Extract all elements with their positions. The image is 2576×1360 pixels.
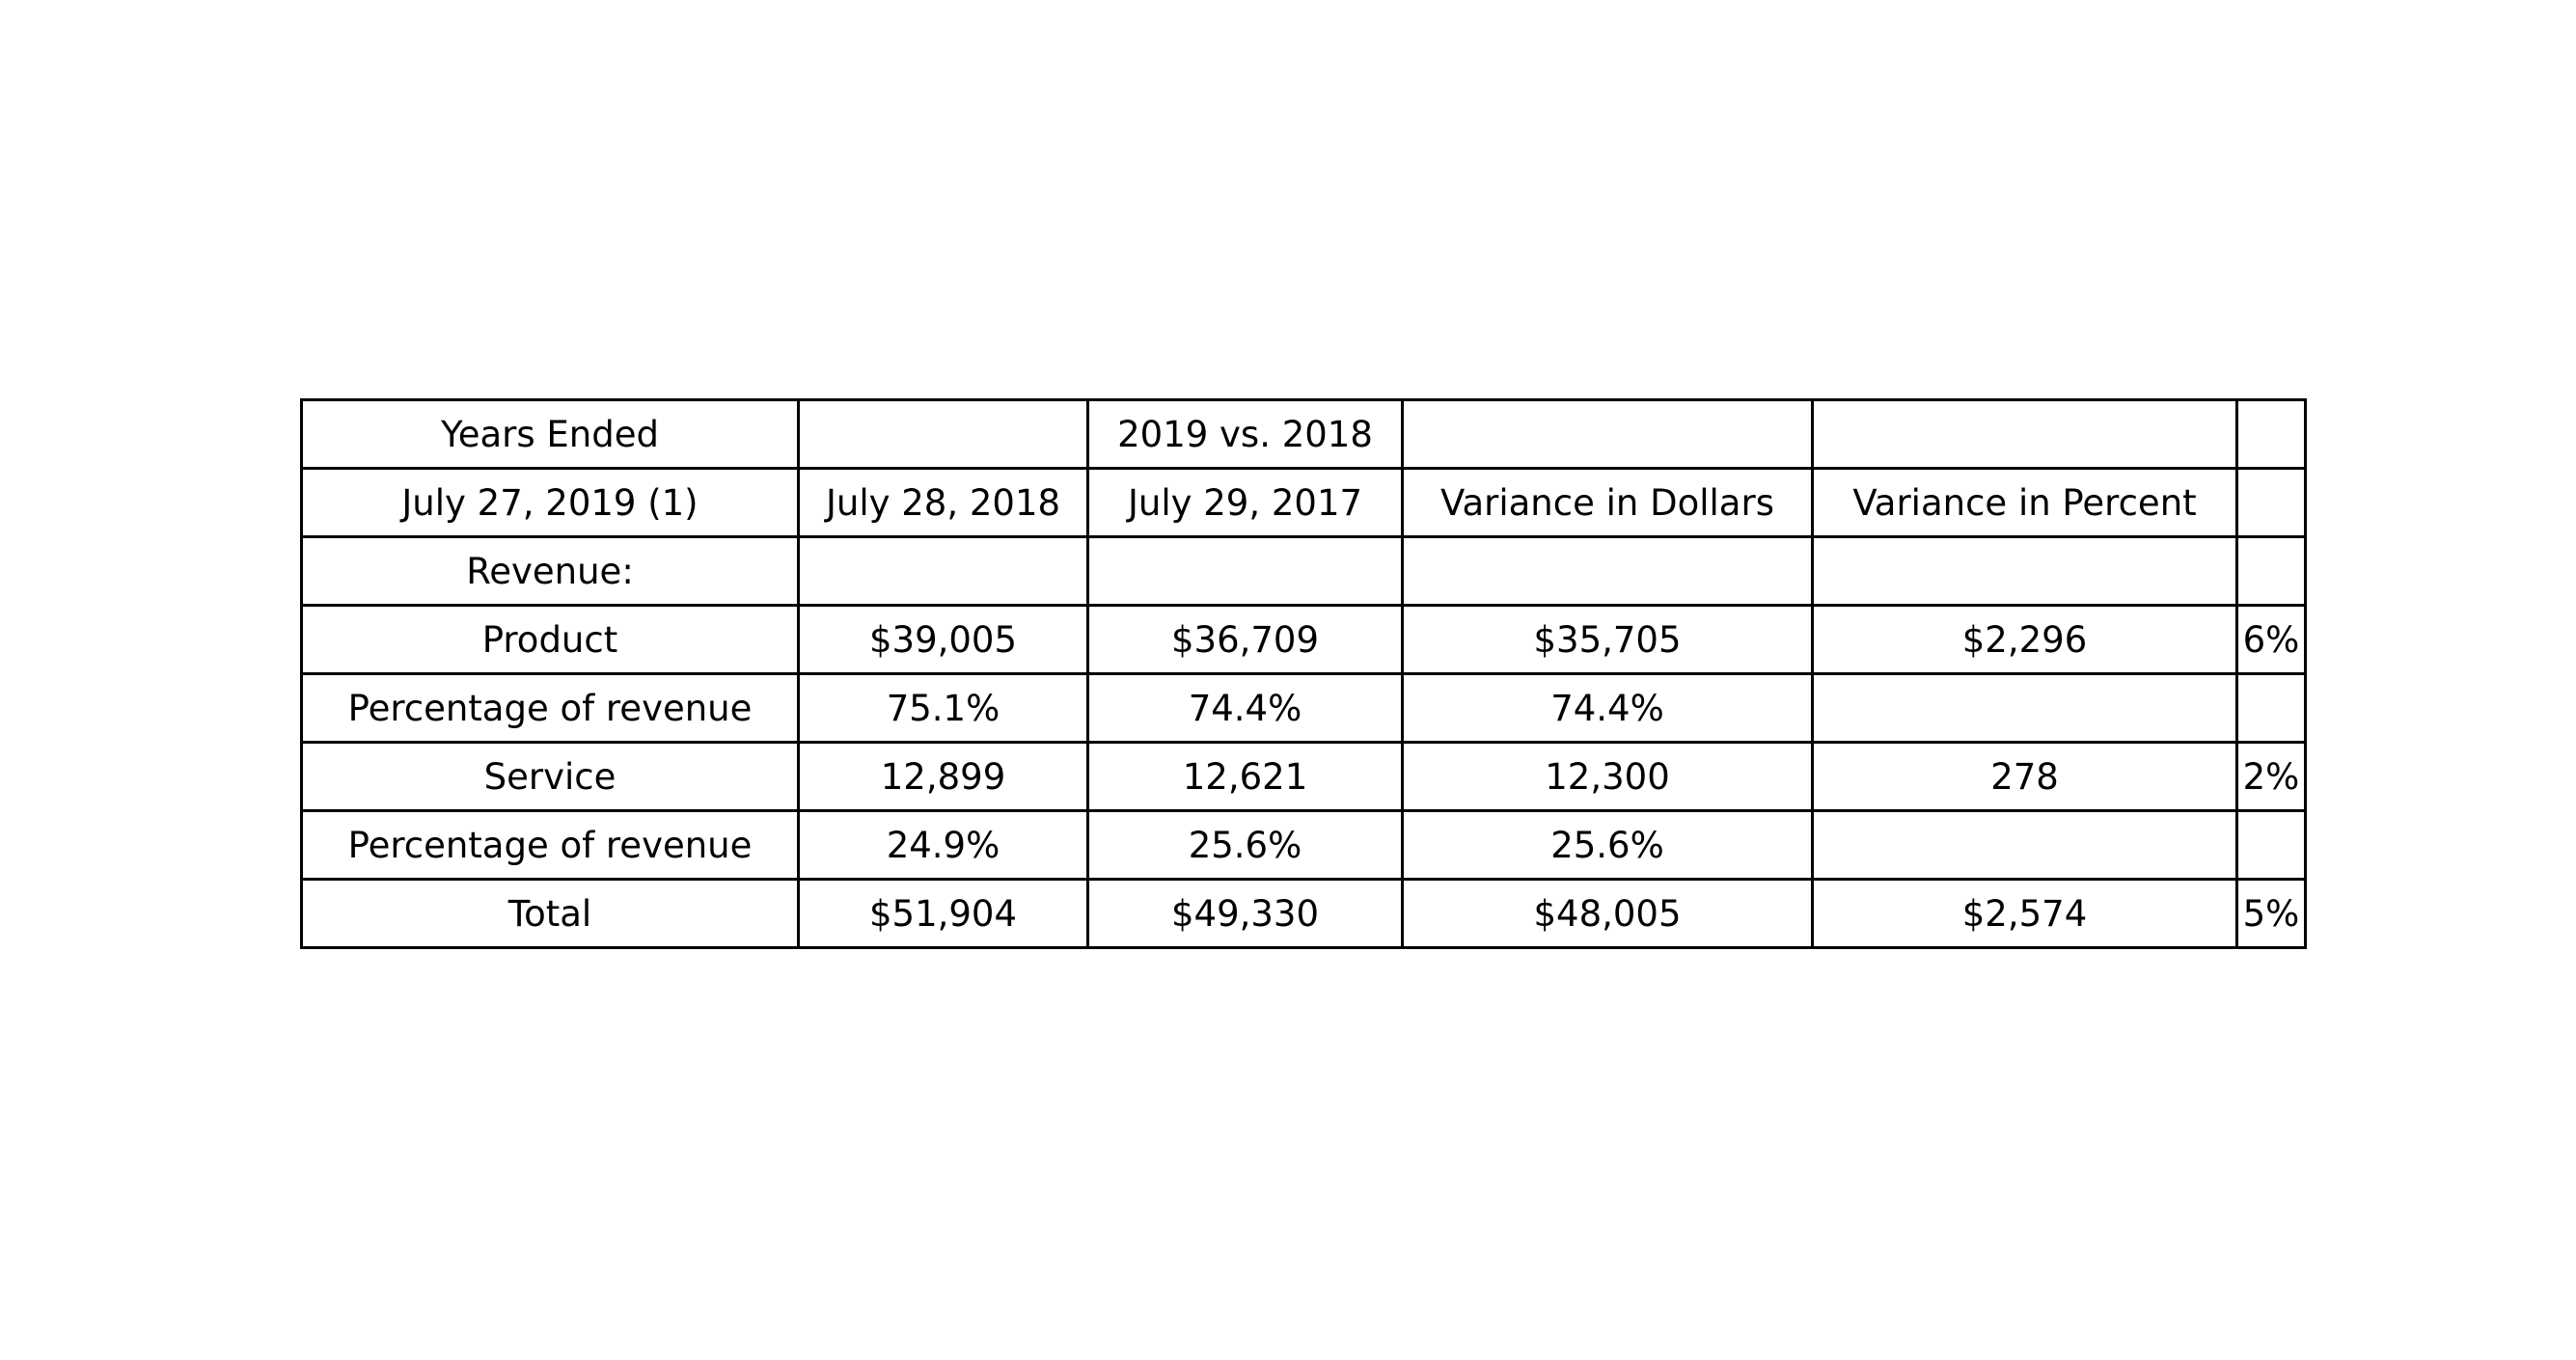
table-row: Total $51,904 $49,330 $48,005 $2,574 5% [300,878,2307,949]
table-cell [2235,398,2307,470]
table-cell: 12,300 [1401,741,1814,812]
table-cell: $48,005 [1401,878,1814,949]
table-cell: Variance in Percent [1811,467,2238,538]
table-body: Years Ended 2019 vs. 2018 July 27, 2019 (1… [300,398,2307,949]
table-cell [1811,535,2238,607]
table-row: Percentage of revenue 75.1% 74.4% 74.4% [300,672,2307,744]
table-cell: $36,709 [1086,604,1404,675]
table-cell: $2,296 [1811,604,2238,675]
table-cell: 12,621 [1086,741,1404,812]
table-cell [1811,398,2238,470]
table-cell: 278 [1811,741,2238,812]
table-cell: 25.6% [1401,809,1814,881]
table-cell: Variance in Dollars [1401,467,1814,538]
table-cell [1086,535,1404,607]
table-cell: Years Ended [300,398,800,470]
table-cell: July 28, 2018 [797,467,1089,538]
table-row: Revenue: [300,535,2307,607]
table-cell: $2,574 [1811,878,2238,949]
table-cell [2235,672,2307,744]
table-cell [1401,535,1814,607]
table-cell [797,398,1089,470]
table-row: Percentage of revenue 24.9% 25.6% 25.6% [300,809,2307,881]
table-cell [2235,535,2307,607]
table-row: Service 12,899 12,621 12,300 278 2% [300,741,2307,812]
table-cell: 6% [2235,604,2307,675]
table-cell: $35,705 [1401,604,1814,675]
table-cell: $49,330 [1086,878,1404,949]
table-cell [1811,672,2238,744]
table-row: July 27, 2019 (1) July 28, 2018 July 29, 2… [300,467,2307,538]
table-cell [797,535,1089,607]
table-cell: 24.9% [797,809,1089,881]
table-cell [1401,398,1814,470]
table-cell: 2019 vs. 2018 [1086,398,1404,470]
revenue-table: Years Ended 2019 vs. 2018 July 27, 2019 (1… [300,398,2307,949]
table-cell: 12,899 [797,741,1089,812]
table-cell [2235,809,2307,881]
table-cell: $51,904 [797,878,1089,949]
table-row: Product $39,005 $36,709 $35,705 $2,296 6% [300,604,2307,675]
table-cell: 2% [2235,741,2307,812]
table-cell: Total [300,878,800,949]
table-cell: Service [300,741,800,812]
table-cell [1811,809,2238,881]
table-cell: July 27, 2019 (1) [300,467,800,538]
table-cell: 74.4% [1086,672,1404,744]
table-cell: 25.6% [1086,809,1404,881]
table-cell: Percentage of revenue [300,672,800,744]
table-cell: Revenue: [300,535,800,607]
table-cell: $39,005 [797,604,1089,675]
table-cell: 5% [2235,878,2307,949]
table-cell: 75.1% [797,672,1089,744]
table-cell: 74.4% [1401,672,1814,744]
table-cell [2235,467,2307,538]
table-row: Years Ended 2019 vs. 2018 [300,398,2307,470]
table-cell: Product [300,604,800,675]
table-cell: Percentage of revenue [300,809,800,881]
table-cell: July 29, 2017 [1086,467,1404,538]
